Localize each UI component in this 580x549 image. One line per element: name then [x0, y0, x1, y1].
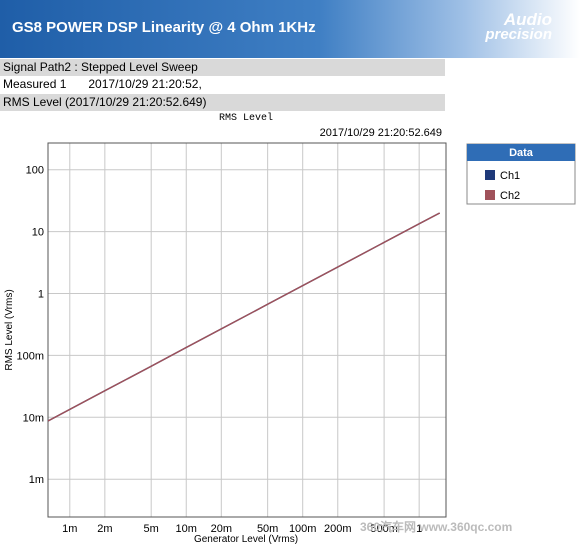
watermark: 360汽车网 www.360qc.com: [360, 518, 512, 535]
watermark-text: 360汽车网: [360, 520, 417, 534]
y-tick-label: 100m: [16, 350, 44, 362]
measured-label: Measured 1: [3, 77, 67, 91]
plot-area: [48, 143, 446, 517]
y-tick-label: 10m: [23, 412, 44, 424]
x-axis-label: Generator Level (Vrms): [194, 534, 298, 545]
x-tick-label: 1: [416, 523, 422, 535]
watermark-text: www.360qc.com: [419, 520, 513, 534]
x-tick-label: 200m: [324, 523, 352, 535]
signal-path: Signal Path2 : Stepped Level Sweep: [0, 59, 445, 76]
x-tick-label: 100m: [289, 523, 317, 535]
result-name: RMS Level (2017/10/29 21:20:52.649): [0, 94, 445, 111]
x-tick-label: 10m: [176, 523, 197, 535]
legend-title: Data: [509, 147, 534, 159]
measured-time: 2017/10/29 21:20:52,: [88, 77, 202, 91]
legend-label: Ch2: [500, 190, 520, 202]
y-tick-label: 1: [38, 288, 44, 300]
y-tick-label: 1m: [29, 474, 44, 486]
y-axis-label: RMS Level (Vrms): [4, 289, 15, 370]
legend-swatch: [485, 170, 495, 180]
logo: Audio precision: [485, 10, 552, 43]
x-tick-label: 500m: [370, 523, 398, 535]
x-tick-label: 2m: [97, 523, 112, 535]
x-tick-label: 5m: [144, 523, 159, 535]
measured: Measured 1 2017/10/29 21:20:52,: [0, 76, 445, 93]
logo-text: precision: [485, 26, 552, 43]
chart-title: RMS Level: [219, 112, 273, 124]
header: GS8 POWER DSP Linearity @ 4 Ohm 1KHz Aud…: [0, 0, 580, 58]
x-tick-label: 1m: [62, 523, 77, 535]
logo-text: Audio: [503, 10, 552, 29]
data-line: [47, 212, 441, 422]
plot-frame: [47, 142, 447, 518]
legend-swatch: [485, 190, 495, 200]
x-tick-label: 50m: [257, 523, 278, 535]
legend-label: Ch1: [500, 170, 520, 182]
chart: RMS Level 2017/10/29 21:20:52.649 RMS Le…: [4, 112, 576, 545]
y-tick-label: 10: [32, 227, 44, 239]
x-tick-label: 20m: [211, 523, 232, 535]
legend-header: [467, 144, 575, 161]
y-tick-label: 100: [26, 165, 44, 177]
chart-subtitle: 2017/10/29 21:20:52.649: [320, 127, 442, 139]
title: GS8 POWER DSP Linearity @ 4 Ohm 1KHz: [12, 19, 316, 36]
